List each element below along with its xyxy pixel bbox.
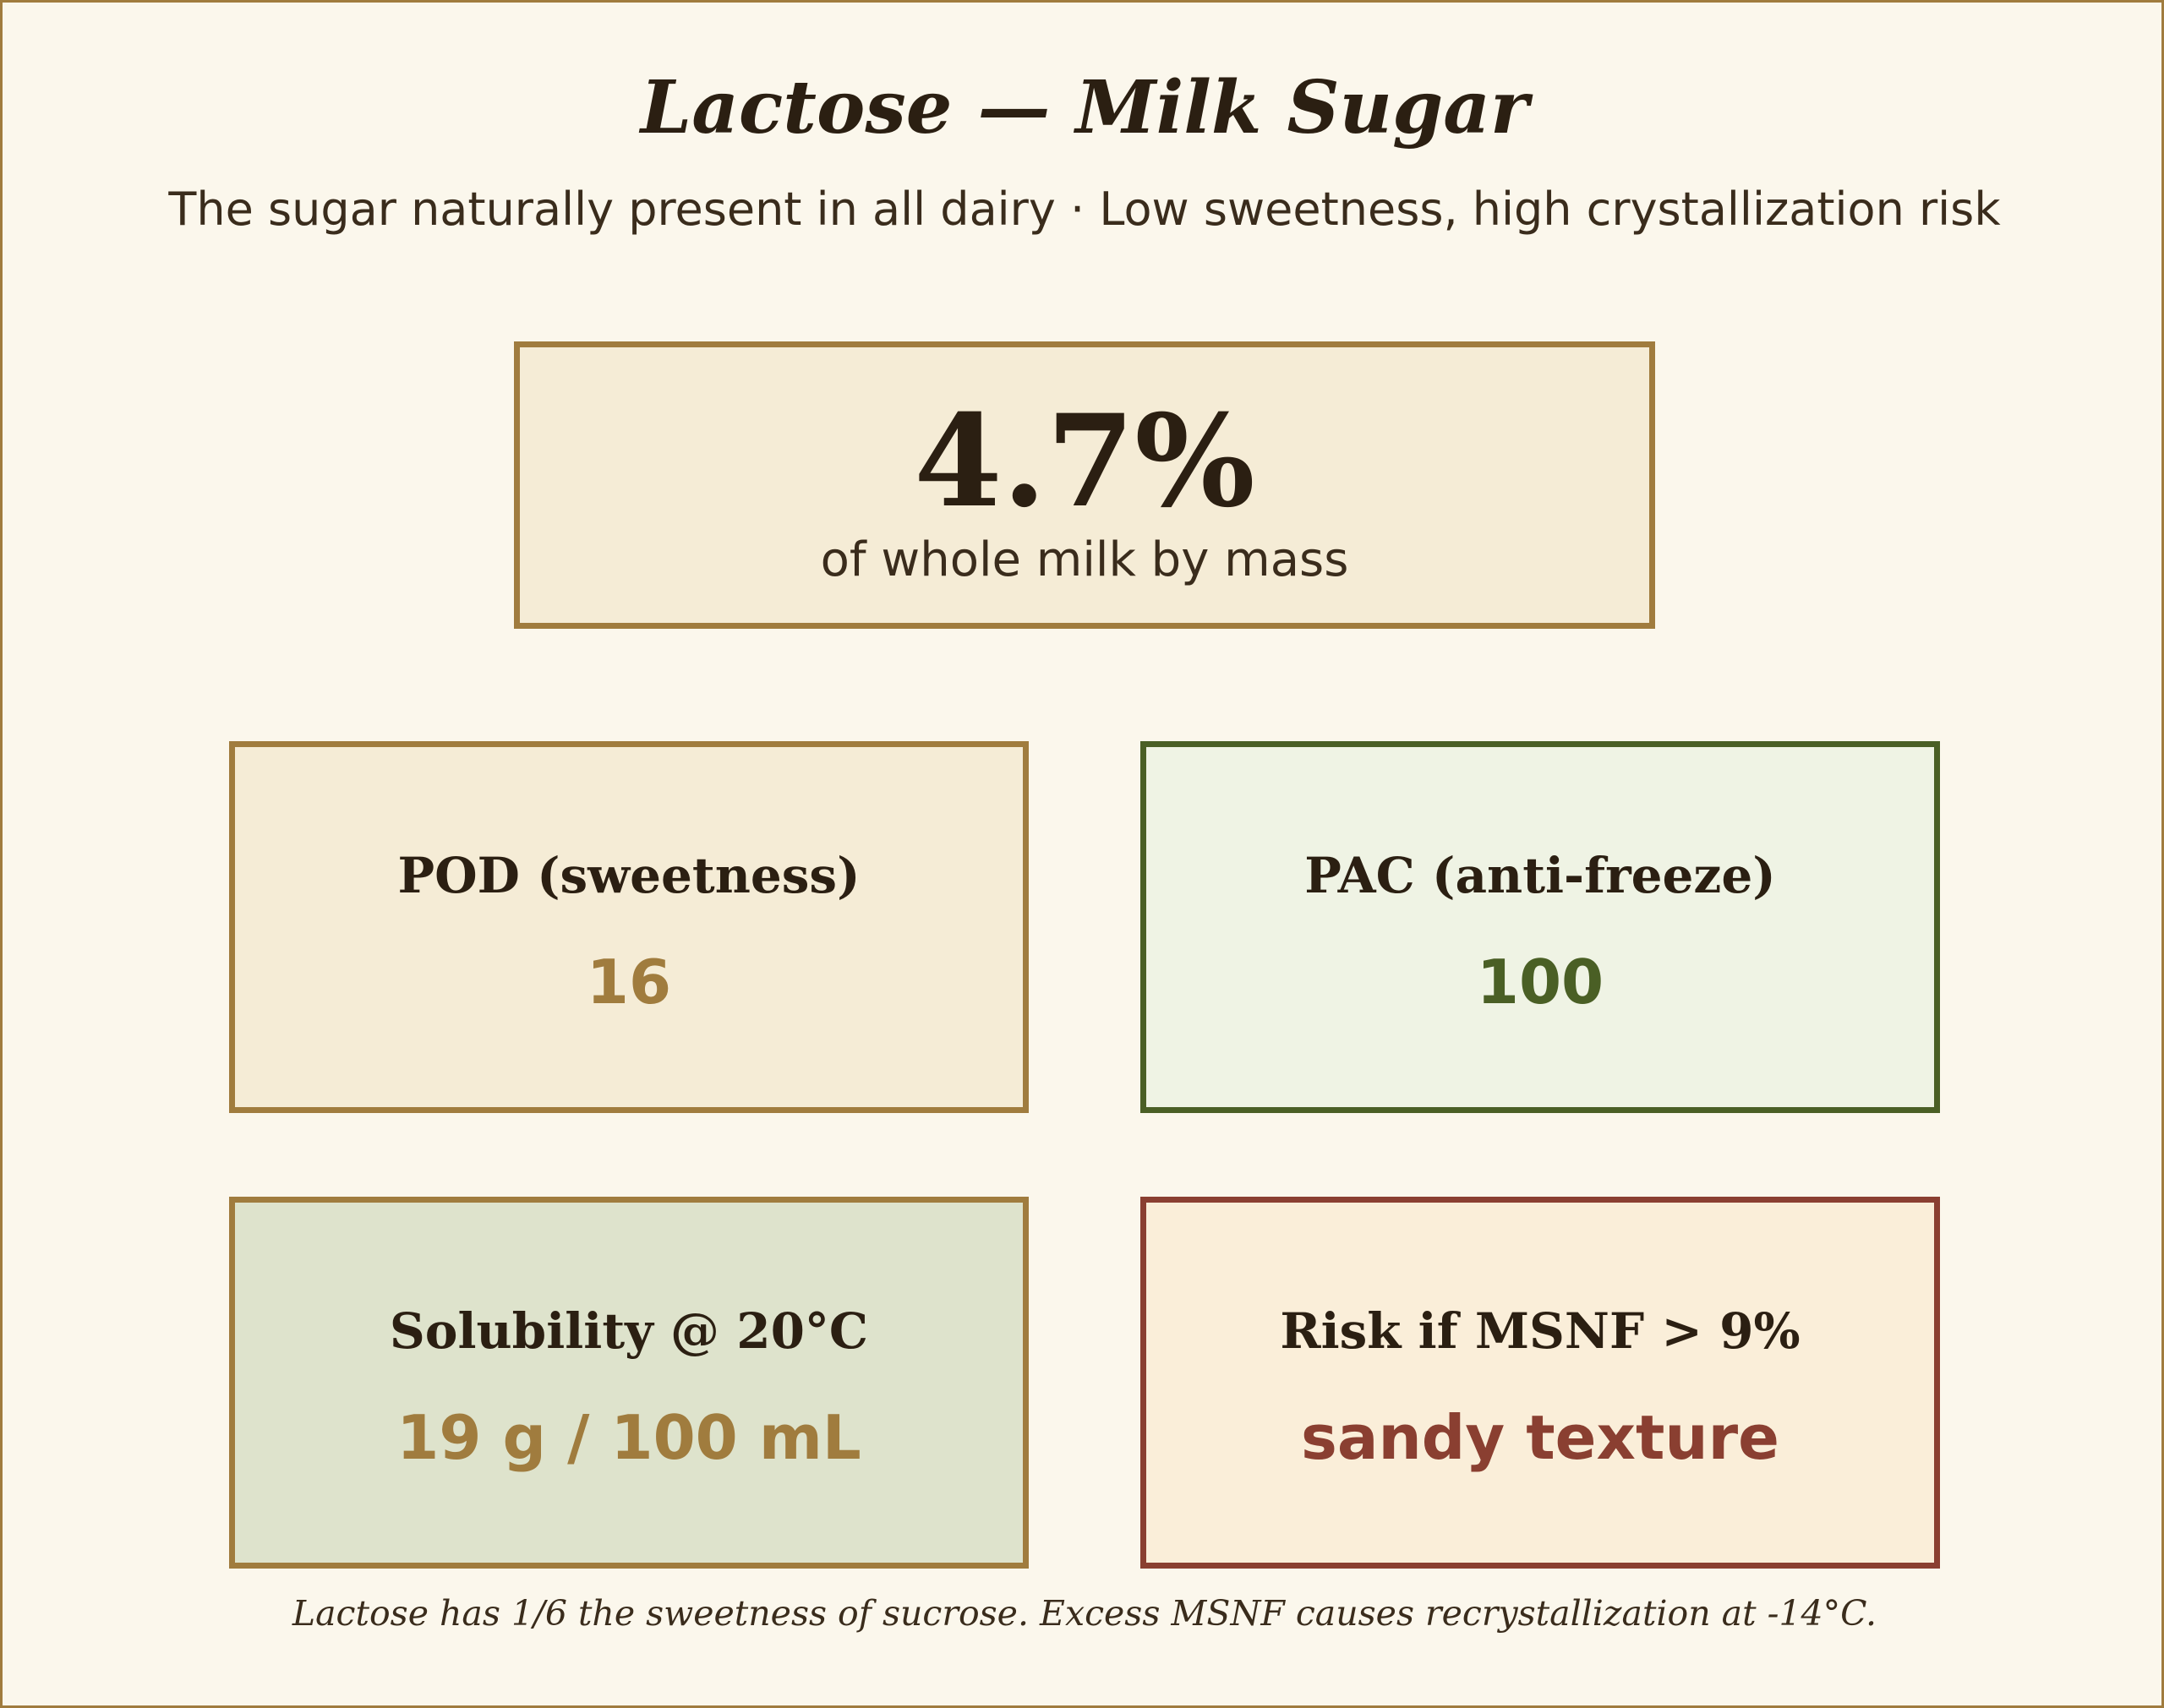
footnote: Lactose has 1/6 the sweetness of sucrose… bbox=[292, 1593, 1877, 1634]
page-title: Lactose — Milk Sugar bbox=[640, 65, 1529, 150]
pod-value: 16 bbox=[586, 947, 672, 1018]
pod-label: POD (sweetness) bbox=[397, 847, 861, 904]
hero-stat-value: 4.7% bbox=[914, 387, 1255, 536]
pac-label: PAC (anti-freeze) bbox=[1304, 847, 1776, 904]
solubility-card: Solubility @ 20°C 19 g / 100 mL bbox=[229, 1197, 1029, 1569]
solubility-value: 19 g / 100 mL bbox=[396, 1402, 861, 1473]
pod-card: POD (sweetness) 16 bbox=[229, 741, 1029, 1113]
page-subtitle: The sugar naturally present in all dairy… bbox=[168, 183, 2001, 236]
pac-value: 100 bbox=[1476, 947, 1604, 1018]
risk-card: Risk if MSNF > 9% sandy texture bbox=[1140, 1197, 1940, 1569]
risk-value: sandy texture bbox=[1301, 1402, 1779, 1473]
hero-stat-caption: of whole milk by mass bbox=[820, 532, 1349, 587]
risk-label: Risk if MSNF > 9% bbox=[1280, 1302, 1801, 1360]
hero-stat-box: 4.7% of whole milk by mass bbox=[514, 341, 1655, 629]
solubility-label: Solubility @ 20°C bbox=[389, 1302, 869, 1360]
pac-card: PAC (anti-freeze) 100 bbox=[1140, 741, 1940, 1113]
